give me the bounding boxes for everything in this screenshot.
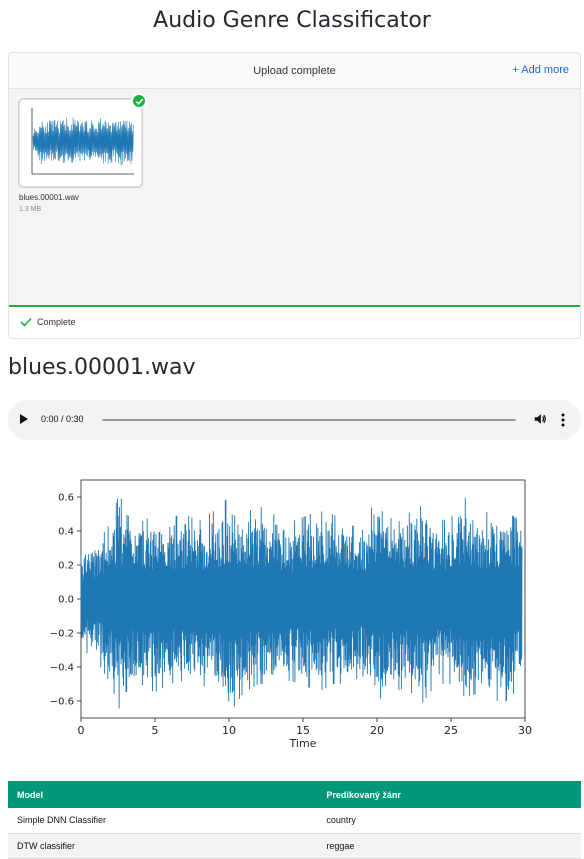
more-vertical-icon[interactable] [558,412,568,428]
x-tick-label: 15 [296,724,310,737]
play-icon[interactable] [20,414,28,424]
x-tick-label: 5 [152,724,159,737]
table-header-row: Model Predikovaný žánr [8,781,581,808]
y-tick-label: 0.0 [58,595,74,606]
y-tick-label: 0.6 [58,493,74,504]
audio-player[interactable]: 0:00 / 0:30 [8,400,581,440]
file-uploader: Upload complete + Add more blues.00001.w… [8,52,581,339]
file-size: 1.3 MB [19,206,42,213]
check-circle-icon [131,93,147,109]
uploaded-file-card[interactable]: blues.00001.wav 1.3 MB [19,99,143,213]
y-tick-label: −0.4 [50,663,74,674]
model-cell: DTW classifier [8,833,318,859]
waveform-chart: 0.6 0.4 0.2 0.0 −0.2 −0.4 −0.6 0 5 10 15 20 25 30 Ti… [50,479,532,750]
volume-icon[interactable] [533,412,547,426]
x-tick-label: 10 [222,724,236,737]
y-tick-label: 0.2 [58,561,74,572]
genre-cell: country [317,808,581,834]
results-table: Model Predikovaný žánr Simple DNN Classi… [8,781,581,859]
x-tick-label: 0 [78,724,85,737]
y-axis: 0.6 0.4 0.2 0.0 −0.2 −0.4 −0.6 [50,493,81,708]
file-name: blues.00001.wav [19,193,80,202]
y-tick-label: 0.4 [58,527,74,538]
model-cell: Simple DNN Classifier [8,808,318,834]
file-thumbnail [19,99,142,187]
upload-status-text: Upload complete [253,65,336,77]
complete-label: Complete [37,317,76,327]
genre-cell: reggae [317,833,581,859]
file-heading: blues.00001.wav [8,355,196,380]
waveform-line [80,497,523,709]
x-tick-label: 20 [370,724,384,737]
x-tick-label: 30 [518,724,532,737]
y-tick-label: −0.6 [50,697,74,708]
x-axis: 0 5 10 15 20 25 30 [78,718,532,737]
table-row: DTW classifier reggae [8,833,581,859]
x-axis-label: Time [289,737,317,750]
thumbnail-waveform [31,108,134,175]
waveform-series [80,497,523,709]
add-more-button[interactable]: + Add more [512,64,569,76]
column-header-model: Model [8,781,318,808]
uploader-header: Upload complete + Add more [9,53,580,89]
complete-status: Complete [20,317,76,327]
seek-bar[interactable] [102,419,516,421]
table-row: Simple DNN Classifier country [8,808,581,834]
uploader-footer: Complete [9,305,580,338]
app-title: Audio Genre Classificator [153,8,431,33]
column-header-genre: Predikovaný žánr [317,781,581,808]
checkmark-icon [20,317,32,327]
x-tick-label: 25 [444,724,458,737]
y-tick-label: −0.2 [50,629,74,640]
time-display: 0:00 / 0:30 [41,414,84,424]
thumbnail-waveform-line [32,117,134,166]
